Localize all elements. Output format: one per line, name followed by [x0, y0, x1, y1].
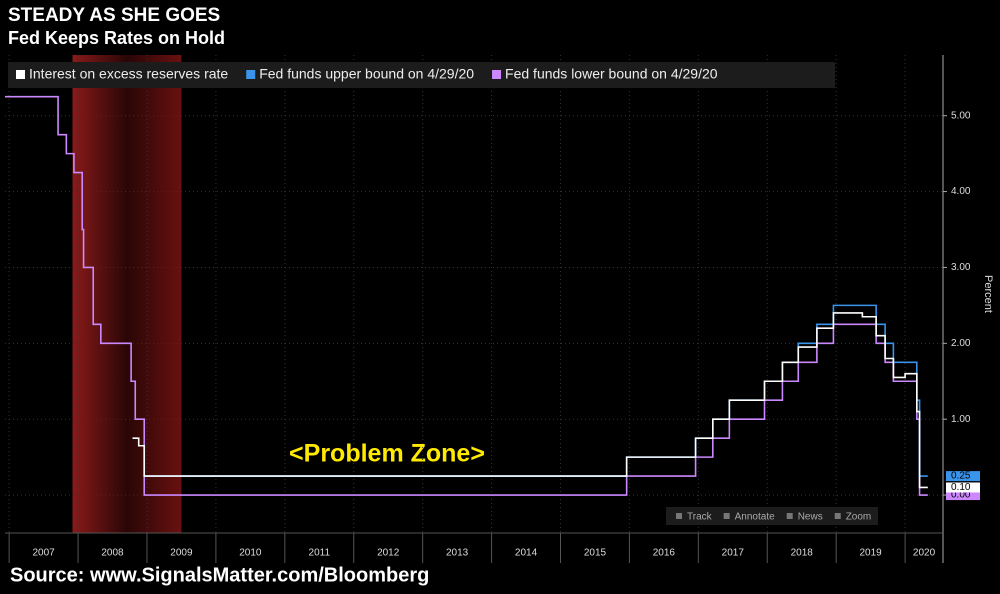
y-tick-label: 4.00 — [951, 186, 971, 197]
y-tick-label: 3.00 — [951, 262, 971, 273]
x-tick-label: 2017 — [722, 548, 745, 559]
end-label-box — [946, 490, 980, 501]
y-tick-label: 2.00 — [951, 338, 971, 349]
toolbar-button[interactable]: Annotate — [735, 512, 775, 523]
legend-box — [8, 62, 835, 88]
chart-title: STEADY AS SHE GOES — [8, 5, 220, 26]
end-label: 0.25 — [951, 471, 971, 482]
y-tick-label: 5.00 — [951, 110, 971, 121]
series-line — [5, 95, 928, 496]
legend-swatch — [16, 70, 25, 79]
toolbar-icon — [676, 513, 682, 519]
plot: 0.00 1.00 2.00 3.00 4.00 5.00 2007 2008 2009 2010… — [5, 55, 980, 563]
x-tick-label: 2019 — [860, 548, 883, 559]
end-label: 0.10 — [951, 482, 971, 493]
x-tick-label: 2011 — [309, 548, 331, 559]
recession-band — [72, 55, 182, 533]
annotation: <Problem Zone> — [289, 440, 485, 468]
x-tick-label: 2010 — [239, 548, 262, 559]
chart-subtitle: Fed Keeps Rates on Hold — [8, 28, 225, 48]
toolbar-button[interactable]: News — [798, 512, 823, 523]
legend-label: Fed funds upper bound on 4/29/20 — [259, 66, 474, 82]
end-label: 0.00 — [951, 490, 971, 501]
x-tick-label: 2018 — [791, 548, 814, 559]
legend-swatch — [492, 70, 502, 79]
series-line — [132, 312, 928, 489]
end-label-box — [946, 471, 980, 482]
toolbar-icon — [834, 513, 841, 519]
x-tick-label: 2020 — [913, 548, 936, 559]
x-tick-label: 2009 — [170, 548, 193, 559]
toolbar-box — [666, 507, 878, 525]
source: Source: www.SignalsMatter.com/Bloomberg — [10, 564, 429, 586]
x-tick-label: 2015 — [584, 548, 607, 559]
legend-label: Interest on excess reserves rate — [29, 66, 228, 82]
toolbar-button[interactable]: Zoom — [846, 512, 872, 523]
toolbar-icon — [723, 513, 730, 519]
x-tick-label: 2016 — [653, 548, 676, 559]
y-tick-label: 1.00 — [951, 414, 971, 425]
x-tick-label: 2014 — [515, 548, 538, 559]
legend-swatch — [246, 70, 256, 79]
toolbar-button[interactable]: Track — [687, 512, 713, 523]
x-tick-label: 2008 — [101, 548, 124, 559]
x-tick-label: 2013 — [446, 548, 469, 559]
x-tick-label: 2007 — [32, 548, 55, 559]
series-line — [144, 304, 928, 477]
x-tick-label: 2012 — [377, 548, 400, 559]
y-axis-label: Percent — [982, 275, 994, 313]
end-label-box — [946, 482, 980, 493]
toolbar-icon — [786, 513, 793, 519]
legend-label: Fed funds lower bound on 4/29/20 — [505, 66, 718, 82]
